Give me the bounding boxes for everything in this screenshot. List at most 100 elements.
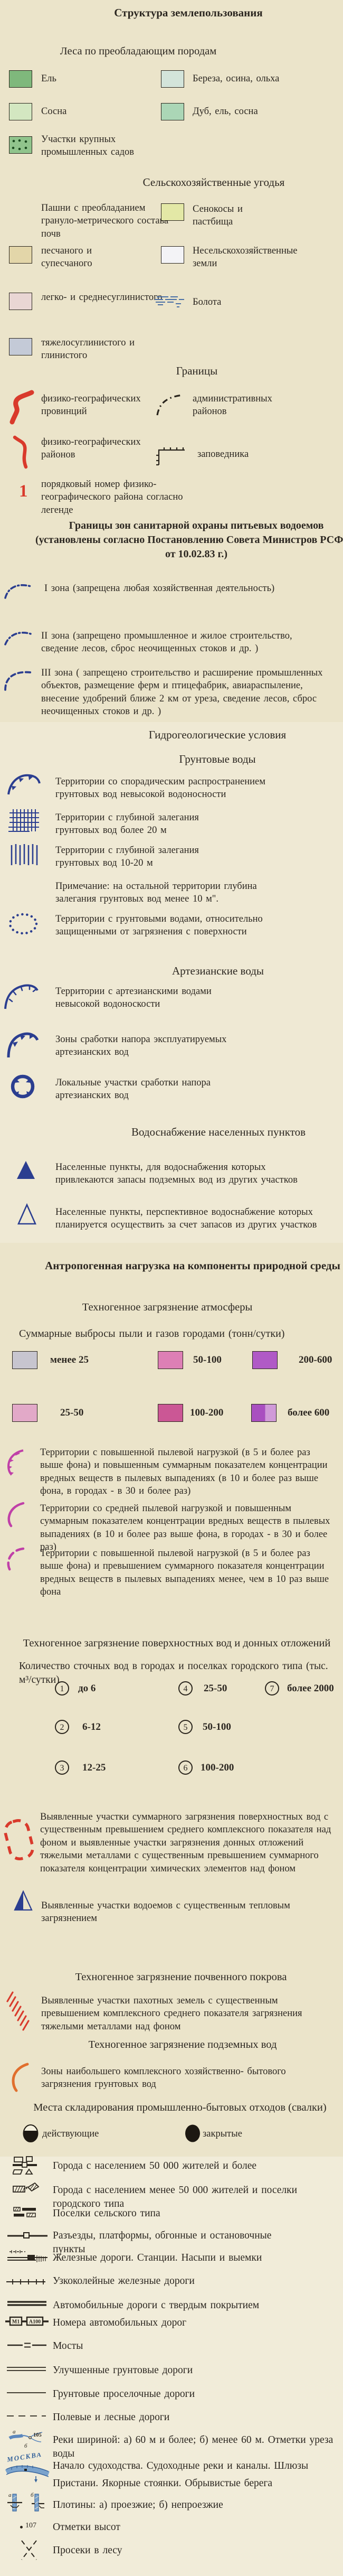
road-number-icon: М1 А100 — [5, 2316, 50, 2327]
district-ordinal-numeral: 1 — [19, 482, 28, 501]
river-mark-a: а — [13, 2429, 16, 2435]
wastewater-class2-label: 6-12 — [82, 1721, 101, 1732]
dust-100-200-swatch-icon — [158, 1404, 183, 1422]
thermal-pollution-icon — [13, 1890, 33, 1912]
district-ordinal-label: порядковый номер физико-географического … — [41, 479, 183, 516]
bog-icon — [155, 295, 185, 310]
improved-dirt-road-label: Улучшенные грунтовые дороги — [53, 2365, 193, 2376]
river-icon: а б 105 — [8, 2429, 47, 2451]
water-supply-heading: Водоснабжение населенных пунктов — [131, 1126, 306, 1138]
supply-imported-label: Населенные пункты, для водоснабжения кот… — [55, 1162, 298, 1186]
paper-band-light — [0, 722, 343, 1243]
agri-heading: Сельскохозяйственные угодья — [142, 176, 285, 189]
river-mark-b: б — [24, 2443, 27, 2449]
city-large-label: Города с населением 50 000 жителей и бол… — [53, 2160, 257, 2171]
navigable-river-icon: МОСКВА — [5, 2453, 51, 2484]
river-elevation-value: 105 — [33, 2432, 42, 2438]
wastewater-subheading: Количество сточных вод в городах и посел… — [19, 1661, 328, 1685]
light-loam-label: легко- и среднесуглинистого — [41, 292, 163, 303]
wastewater-class4-label: 25-50 — [204, 1683, 227, 1694]
orchards-label: Участки крупных промышленных садов — [41, 134, 135, 158]
dust-50-100-label: 50-100 — [193, 1354, 222, 1365]
protected-groundwater-label: Территории с грунтовыми водами, относите… — [55, 914, 263, 938]
sporadic-groundwater-icon — [6, 772, 42, 797]
narrow-gauge-icon — [6, 2278, 46, 2286]
forest-clearing-label: Просеки в лесу — [53, 2545, 122, 2556]
district-boundary-icon — [11, 435, 34, 470]
paper-band-bottom — [0, 2157, 343, 2576]
road-number-label: Номера автомобильных дорог — [53, 2317, 187, 2328]
dust-territory-low-icon — [4, 1545, 27, 1573]
elevation-label: Отметки высот — [53, 2522, 120, 2533]
wastewater-class3-icon: 3 — [55, 1760, 69, 1775]
sandy-label: песчаного и супесчаного — [41, 246, 92, 269]
dust-territory-high-label: Территории с повышенной пылевой нагрузко… — [40, 1447, 328, 1497]
mid-groundwater-label: Территории с глубиной залегания грунтовы… — [55, 845, 199, 869]
wastewater-class3-label: 12-25 — [82, 1762, 106, 1773]
groundwater-heading: Грунтовые воды — [179, 753, 256, 765]
dump-closed-icon — [184, 2123, 202, 2143]
heavy-loam-swatch-icon — [9, 338, 32, 355]
wastewater-class5-icon: 5 — [178, 1720, 193, 1734]
dust-territory-low-label: Территории с повышенной пылевой нагрузко… — [40, 1548, 329, 1598]
dam-icon: а б — [7, 2492, 45, 2515]
wastewater-class7-icon: 7 — [265, 1681, 279, 1696]
dump-active-label: действующие — [42, 2129, 99, 2139]
dust-25-50-swatch-icon — [12, 1404, 37, 1422]
sanitary-heading-2: (установлены согласно Постановлению Сове… — [35, 534, 343, 546]
dust-lt25-label: менее 25 — [50, 1354, 89, 1365]
thermal-pollution-label: Выявленные участки водоемов с существенн… — [41, 1900, 290, 1924]
railway-label: Железные дороги. Станции. Насыпи и выемк… — [53, 2252, 262, 2263]
hydro-title: Гидрогеологические условия — [148, 728, 287, 741]
province-boundary-icon — [9, 390, 35, 425]
dust-gt600-swatch-icon — [251, 1404, 277, 1422]
forests-heading: Леса по преобладающим породам — [60, 45, 217, 57]
bogs-label: Болота — [193, 297, 222, 307]
wastewater-class1-icon: 1 — [55, 1681, 69, 1696]
oak-label: Дуб, ель, сосна — [193, 106, 258, 117]
supply-planned-label: Населенные пункты, перспективное водосна… — [55, 1207, 317, 1231]
narrow-gauge-label: Узкоколейные железные дороги — [53, 2275, 195, 2287]
bridge-icon — [7, 2341, 47, 2349]
artesian-low-yield-label: Территории с артезианскими водами невысо… — [55, 986, 212, 1010]
reserve-boundary-icon — [154, 443, 187, 466]
wastewater-class1-label: до 6 — [78, 1683, 96, 1694]
birch-label: Береза, осина, ольха — [193, 73, 280, 84]
siding-label: Разъезды, платформы, обгонные и останово… — [53, 2230, 272, 2255]
dust-200-600-label: 200-600 — [299, 1354, 332, 1365]
orchards-swatch-icon — [9, 136, 32, 154]
wastewater-class6-label: 100-200 — [201, 1762, 234, 1773]
sanitary-zone3-label: III зона ( запрещено строительство и рас… — [41, 668, 323, 717]
dirt-road-label: Грунтовые проселочные дороги — [53, 2388, 195, 2400]
deep-groundwater-label: Территории с глубиной залегания грунтовы… — [55, 812, 199, 836]
supply-planned-triangle-icon — [17, 1203, 37, 1225]
province-boundary-label: физико-географических провинций — [41, 394, 141, 417]
wastewater-class4-icon: 4 — [178, 1681, 193, 1696]
sanitary-zone1-label: I зона (запрещена любая хозяйственная де… — [44, 583, 275, 594]
arable-pollution-label: Выявленные участки пахотных земель с сущ… — [41, 1996, 302, 2032]
paved-road-icon — [7, 2300, 47, 2307]
groundwater-pollution-label: Зоны наибольшего комплексного хозяйствен… — [41, 2066, 286, 2090]
dam-label: Плотины: а) проезжие; б) непроезжие — [53, 2499, 223, 2511]
hay-label: Сенокосы и пастбища — [193, 204, 243, 228]
wastewater-class2-icon: 2 — [55, 1720, 69, 1734]
deep-groundwater-grid-icon — [8, 808, 41, 835]
groundwater-note: Примечание: на остальной территории глуб… — [55, 881, 257, 905]
artesian-heading: Артезианские воды — [172, 964, 264, 977]
pine-label: Сосна — [41, 106, 67, 117]
navigation-label: Начало судоходства. Судоходные реки и ка… — [53, 2460, 309, 2489]
dust-200-600-swatch-icon — [252, 1351, 278, 1369]
dirt-road-icon — [7, 2391, 47, 2395]
emissions-subheading: Суммарные выбросы пыли и газов городами … — [19, 1328, 285, 1339]
field-road-icon — [7, 2414, 47, 2418]
sanitary-zone1-icon — [3, 579, 33, 601]
sanitary-heading-3: от 10.02.83 г.) — [165, 548, 228, 560]
dust-territory-high-icon — [4, 1448, 27, 1477]
dust-lt25-swatch-icon — [12, 1351, 37, 1369]
dam-mark-a: а — [8, 2492, 12, 2498]
district-boundary-label: физико-географических районов — [41, 437, 141, 461]
village-icon — [13, 2206, 37, 2219]
oak-swatch-icon — [161, 103, 184, 120]
village-label: Поселки сельского типа — [53, 2208, 160, 2219]
